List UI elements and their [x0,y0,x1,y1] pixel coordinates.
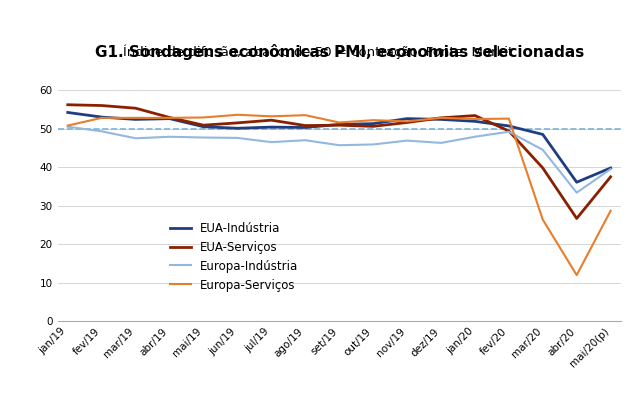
Europa-Indústria [437,140,445,145]
Europa-Indústria [335,143,343,147]
EUA-Indústria [573,180,580,185]
Europa-Serviços [573,273,580,278]
EUA-Indústria [607,166,614,171]
Europa-Serviços [64,123,72,128]
EUA-Serviços [607,174,614,179]
Europa-Indústria [234,136,241,140]
EUA-Serviços [64,102,72,107]
Legend: EUA-Indústria, EUA-Serviços, Europa-Indústria, Europa-Serviços: EUA-Indústria, EUA-Serviços, Europa-Indú… [165,217,303,296]
Europa-Serviços [166,115,173,120]
Europa-Serviços [301,113,309,118]
Europa-Serviços [234,112,241,117]
Europa-Serviços [539,217,547,222]
EUA-Indústria [234,126,241,131]
EUA-Indústria [369,121,377,126]
EUA-Indústria [335,122,343,127]
Europa-Serviços [607,208,614,213]
EUA-Indústria [403,116,411,121]
EUA-Serviços [268,118,275,123]
Line: EUA-Indústria: EUA-Indústria [68,112,611,182]
Europa-Indústria [539,147,547,152]
Europa-Indústria [505,129,513,134]
EUA-Indústria [132,117,140,122]
EUA-Serviços [369,124,377,129]
Europa-Indústria [369,142,377,147]
Line: Europa-Serviços: Europa-Serviços [68,115,611,275]
Text: Índice de difusão, abaixo de 50 = contração. Fonte: Markit.: Índice de difusão, abaixo de 50 = contra… [123,44,517,59]
EUA-Indústria [64,110,72,115]
EUA-Indústria [437,117,445,122]
EUA-Serviços [200,123,207,128]
Europa-Serviços [200,115,207,120]
EUA-Serviços [234,120,241,125]
Europa-Serviços [369,118,377,123]
EUA-Indústria [505,124,513,129]
EUA-Serviços [98,103,106,108]
Europa-Indústria [132,136,140,141]
Europa-Indústria [573,190,580,195]
Europa-Serviços [403,119,411,124]
Europa-Indústria [268,140,275,145]
EUA-Indústria [301,125,309,130]
EUA-Serviços [335,123,343,128]
Europa-Indústria [471,134,479,139]
EUA-Serviços [437,115,445,120]
Europa-Serviços [505,116,513,121]
Line: Europa-Indústria: Europa-Indústria [68,127,611,193]
EUA-Indústria [98,115,106,119]
EUA-Indústria [471,119,479,124]
Europa-Serviços [98,115,106,120]
Title: G1. Sondagens econômicas PMI, economias selecionadas: G1. Sondagens econômicas PMI, economias … [95,44,584,61]
EUA-Serviços [166,115,173,120]
Line: EUA-Serviços: EUA-Serviços [68,105,611,218]
EUA-Indústria [539,132,547,137]
Europa-Serviços [268,114,275,119]
EUA-Serviços [573,216,580,221]
Europa-Indústria [301,138,309,143]
Europa-Indústria [64,124,72,129]
Europa-Indústria [166,134,173,139]
EUA-Indústria [200,124,207,129]
EUA-Serviços [471,113,479,118]
Europa-Indústria [98,129,106,134]
EUA-Serviços [301,123,309,128]
Europa-Serviços [437,115,445,120]
EUA-Serviços [403,120,411,125]
EUA-Serviços [505,129,513,133]
Europa-Indústria [403,138,411,143]
EUA-Serviços [132,106,140,111]
EUA-Serviços [539,166,547,171]
Europa-Serviços [132,115,140,120]
Europa-Indústria [200,135,207,140]
Europa-Indústria [607,166,614,171]
Europa-Serviços [335,120,343,125]
EUA-Indústria [268,125,275,130]
EUA-Indústria [166,116,173,121]
Europa-Serviços [471,117,479,122]
